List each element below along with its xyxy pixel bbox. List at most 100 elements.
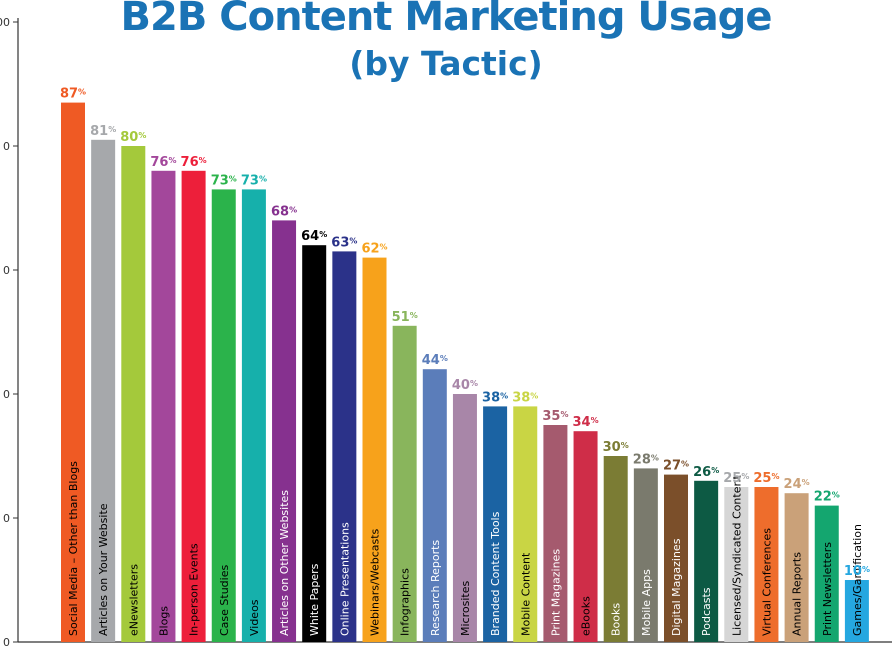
category-label: Articles on Your Website	[97, 503, 110, 636]
category-label: Books	[610, 603, 623, 636]
value-percent: %	[771, 472, 779, 481]
category-label: Licensed/Syndicated Content	[730, 475, 743, 636]
value-number: 40	[452, 378, 470, 393]
y-tick-label: 0	[3, 512, 10, 525]
value-label: 22%	[814, 490, 840, 505]
value-label: 34%	[572, 415, 598, 430]
category-label: Research Reports	[429, 540, 442, 636]
value-percent: %	[138, 131, 146, 140]
category-label: Print Newsletters	[821, 542, 834, 636]
value-number: 26	[693, 465, 711, 480]
value-number: 62	[361, 242, 379, 257]
value-number: 30	[603, 440, 621, 455]
value-label: 64%	[301, 229, 327, 244]
y-tick-label: 00	[0, 16, 10, 29]
value-percent: %	[410, 311, 418, 320]
value-label: 62%	[361, 242, 387, 257]
bar	[362, 257, 387, 642]
value-percent: %	[832, 491, 840, 500]
value-label: 80%	[120, 130, 146, 145]
value-percent: %	[229, 174, 237, 183]
bar	[181, 170, 206, 643]
value-label: 10%	[844, 564, 870, 579]
category-label: Videos	[248, 599, 261, 636]
value-percent: %	[560, 410, 568, 419]
value-percent: %	[741, 472, 749, 481]
value-number: 63	[331, 235, 349, 250]
value-percent: %	[108, 125, 116, 134]
value-percent: %	[470, 379, 478, 388]
value-label: 24%	[784, 477, 810, 492]
bar	[302, 245, 327, 642]
value-number: 25	[723, 471, 741, 486]
value-number: 35	[542, 409, 560, 424]
value-percent: %	[651, 453, 659, 462]
value-percent: %	[199, 156, 207, 165]
category-label: Case Studies	[218, 565, 231, 636]
value-label: 26%	[693, 465, 719, 480]
bar	[151, 170, 176, 643]
value-number: 81	[90, 124, 108, 139]
bar	[211, 189, 236, 642]
bar	[814, 505, 839, 642]
value-number: 27	[663, 459, 681, 474]
bar	[452, 394, 477, 642]
category-label: White Papers	[308, 563, 321, 636]
bar	[483, 406, 508, 642]
category-label: Blogs	[157, 606, 170, 636]
value-percent: %	[802, 478, 810, 487]
value-label: 76%	[150, 155, 176, 170]
value-percent: %	[500, 391, 508, 400]
value-number: 76	[150, 155, 168, 170]
value-label: 40%	[452, 378, 478, 393]
bar	[513, 406, 538, 642]
category-label: Podcasts	[700, 587, 713, 636]
chart-subtitle: (by Tactic)	[349, 44, 543, 83]
bar	[241, 189, 266, 642]
value-percent: %	[78, 88, 86, 97]
value-label: 87%	[60, 87, 86, 102]
category-label: Digital Magazines	[670, 538, 683, 636]
value-number: 38	[482, 390, 500, 405]
value-number: 64	[301, 229, 319, 244]
value-number: 80	[120, 130, 138, 145]
category-label: eNewsletters	[127, 564, 140, 636]
value-number: 38	[512, 390, 530, 405]
value-label: 38%	[512, 390, 538, 405]
category-label: Virtual Conferences	[760, 528, 773, 636]
value-label: 38%	[482, 390, 508, 405]
value-label: 73%	[241, 173, 267, 188]
category-label: Webinars/Webcasts	[369, 528, 382, 636]
category-label: Branded Content Tools	[489, 511, 502, 636]
value-label: 30%	[603, 440, 629, 455]
bar	[61, 102, 85, 643]
value-percent: %	[259, 174, 267, 183]
bar	[694, 480, 719, 642]
category-label: In-person Events	[188, 543, 201, 636]
bar	[332, 251, 357, 642]
value-number: 34	[572, 415, 590, 430]
value-number: 68	[271, 204, 289, 219]
value-percent: %	[591, 416, 599, 425]
value-number: 73	[241, 173, 259, 188]
category-label: Social Media – Other than Blogs	[67, 461, 80, 636]
y-tick-label: 0	[3, 264, 10, 277]
bar	[603, 456, 628, 642]
category-label: Print Magazines	[549, 549, 562, 636]
value-number: 51	[392, 310, 410, 325]
value-label: 27%	[663, 459, 689, 474]
bar	[754, 487, 779, 642]
value-percent: %	[862, 565, 870, 574]
category-label: Online Presentations	[338, 522, 351, 636]
bar	[543, 425, 568, 642]
value-percent: %	[440, 354, 448, 363]
value-label: 63%	[331, 235, 357, 250]
value-number: 28	[633, 452, 651, 467]
value-percent: %	[621, 441, 629, 450]
value-label: 25%	[753, 471, 779, 486]
value-number: 25	[753, 471, 771, 486]
value-percent: %	[380, 243, 388, 252]
value-percent: %	[711, 466, 719, 475]
